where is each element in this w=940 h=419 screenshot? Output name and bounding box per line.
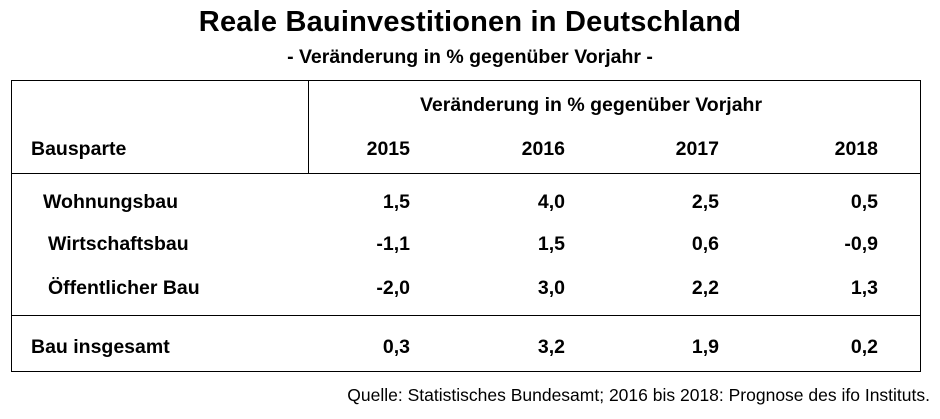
cell-oeffentlicher-bau-2015: -2,0 [376, 277, 410, 299]
header-divider-vertical [308, 81, 309, 173]
cell-wirtschaftsbau-2015: -1,1 [376, 233, 410, 255]
cell-oeffentlicher-bau-2018: 1,3 [850, 277, 878, 299]
data-table: Veränderung in % gegenüber Vorjahr Bausp… [11, 80, 921, 372]
cell-oeffentlicher-bau-2016: 3,0 [537, 277, 565, 299]
row-label-oeffentlicher-bau: Öffentlicher Bau [48, 277, 200, 299]
row-header: Bausparte [31, 138, 127, 160]
cell-wohnungsbau-2016: 4,0 [537, 191, 565, 213]
header-divider [12, 173, 920, 174]
chart-title: Reale Bauinvestitionen in Deutschland [198, 6, 742, 38]
cell-total-2015: 0,3 [382, 336, 410, 358]
row-label-wohnungsbau: Wohnungsbau [43, 191, 179, 213]
year-header-2018: 2018 [834, 138, 878, 160]
chart-subtitle: - Veränderung in % gegenüber Vorjahr - [287, 46, 653, 68]
source-note: Quelle: Statistisches Bundesamt; 2016 bi… [347, 385, 930, 405]
cell-total-2016: 3,2 [537, 336, 565, 358]
column-group-header: Veränderung in % gegenüber Vorjahr [420, 94, 763, 116]
row-label-wirtschaftsbau: Wirtschaftsbau [48, 233, 189, 255]
cell-oeffentlicher-bau-2017: 2,2 [691, 277, 719, 299]
year-header-2015: 2015 [366, 138, 410, 160]
cell-wohnungsbau-2015: 1,5 [382, 191, 410, 213]
total-divider [12, 315, 920, 316]
cell-total-2018: 0,2 [850, 336, 878, 358]
cell-total-2017: 1,9 [691, 336, 719, 358]
cell-wohnungsbau-2017: 2,5 [691, 191, 719, 213]
cell-wirtschaftsbau-2017: 0,6 [691, 233, 719, 255]
row-label-bau-insgesamt: Bau insgesamt [31, 336, 170, 358]
year-header-2017: 2017 [675, 138, 719, 160]
cell-wirtschaftsbau-2018: -0,9 [844, 233, 878, 255]
year-header-2016: 2016 [521, 138, 565, 160]
cell-wirtschaftsbau-2016: 1,5 [537, 233, 565, 255]
cell-wohnungsbau-2018: 0,5 [850, 191, 878, 213]
